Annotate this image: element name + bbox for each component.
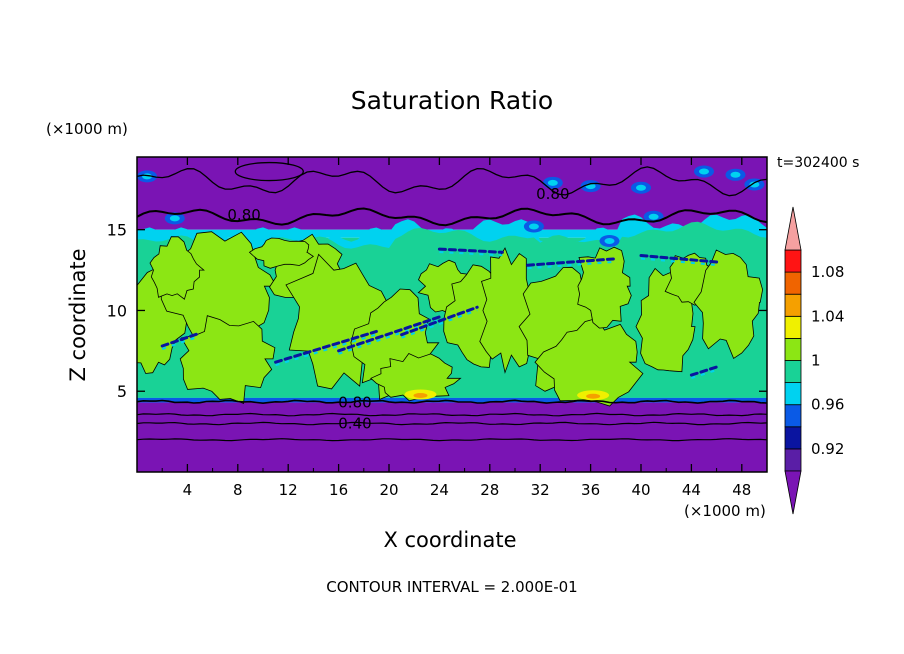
colorbar-label-3: 1.04	[811, 307, 844, 325]
upper-speck-core-9	[169, 215, 180, 222]
upper-speck-core-2	[730, 171, 741, 178]
upper-speck-core-4	[636, 184, 646, 191]
x-tick-label-48: 48	[732, 481, 751, 499]
contour-top	[137, 166, 767, 197]
y-tick-label-10: 10	[107, 301, 127, 320]
x-axis-unit: (×1000 m)	[684, 502, 766, 520]
upper-speck-core-3	[749, 181, 760, 188]
layer-5	[137, 402, 767, 472]
contour-label-0: 0.80	[227, 206, 260, 224]
y-axis-unit: (×1000 m)	[46, 120, 128, 138]
upper-speck-core-8	[648, 213, 659, 220]
upper-speck-core-6	[528, 223, 539, 230]
colorbar-bin-9	[784, 249, 802, 273]
cloud-base-peak-core-0	[413, 392, 428, 398]
supersaturated-patch-16	[248, 237, 315, 269]
shear-streak-edge-4	[527, 260, 616, 270]
supersaturated-patch-12	[577, 246, 632, 329]
contour-upper-080	[137, 207, 767, 227]
upper-speck-core-5	[547, 179, 558, 186]
time-label: t=302400 s	[777, 155, 860, 171]
shear-streak-edge-6	[439, 251, 503, 257]
supersaturated-patch-17	[149, 236, 205, 300]
colorbar-label-2: 1	[811, 352, 821, 370]
contour-closed-top	[234, 161, 304, 182]
contour-lower-080	[137, 399, 767, 405]
shear-streak-edge-3	[161, 335, 201, 350]
colorbar-bin-1	[784, 426, 802, 450]
x-tick-label-12: 12	[279, 481, 298, 499]
supersaturated-patch-15	[693, 249, 764, 359]
colorbar-bin-5	[784, 337, 802, 361]
x-tick-label-44: 44	[682, 481, 701, 499]
x-tick-label-16: 16	[329, 481, 348, 499]
supersaturated-patch-2	[179, 315, 276, 404]
supersaturated-patch-9	[479, 247, 540, 374]
plot-frame	[136, 156, 768, 473]
colorbar-bin-3	[784, 382, 802, 406]
shear-streak-4	[526, 257, 618, 267]
x-tick-label-32: 32	[531, 481, 550, 499]
shear-streak-edge-1	[338, 318, 440, 355]
x-tick-label-40: 40	[631, 481, 650, 499]
colorbar-bin-6	[784, 315, 802, 339]
contour-label-2: 0.80	[338, 394, 371, 412]
x-tick-label-20: 20	[379, 481, 398, 499]
contour-labels: 0.80 0.80 0.80 0.40	[227, 185, 569, 432]
shear-streak-3	[160, 331, 202, 348]
colorbar: 0.92 0.96 1 1.04 1.08	[784, 206, 844, 515]
cloud-base-peak-core-1	[586, 393, 601, 399]
colorbar-label-4: 1.08	[811, 263, 844, 281]
upper-speck-core-7	[604, 238, 615, 244]
contour-lower-060	[137, 412, 767, 417]
contour-lower-040	[137, 421, 767, 426]
colorbar-bin-2	[784, 404, 802, 428]
colorbar-label-0: 0.92	[811, 440, 844, 458]
contour-lines	[137, 161, 767, 442]
colorbar-over-triangle	[784, 206, 802, 251]
shear-streak-5	[639, 254, 719, 264]
field-layer	[137, 157, 767, 472]
contour-label-3: 0.40	[338, 415, 371, 433]
x-tick-label-8: 8	[233, 481, 243, 499]
shear-streak-7	[689, 365, 719, 377]
colorbar-under-triangle	[784, 470, 802, 515]
x-tick-label-28: 28	[480, 481, 499, 499]
contour-lower-020	[137, 438, 767, 442]
chart-title: Saturation Ratio	[350, 86, 554, 115]
supersaturated-patch-6	[370, 352, 462, 402]
shear-streak-2	[400, 305, 479, 337]
x-tick-label-36: 36	[581, 481, 600, 499]
colorbar-bin-7	[784, 293, 802, 317]
shear-streak-edge-5	[640, 257, 717, 266]
colorbar-bin-4	[784, 360, 802, 384]
colorbar-bin-0	[784, 448, 802, 472]
shear-streak-6	[437, 247, 504, 254]
shear-streak-edge-2	[401, 309, 478, 339]
y-tick-label-15: 15	[107, 221, 127, 240]
x-axis-label: X coordinate	[383, 528, 517, 552]
shear-streak-0	[274, 329, 378, 364]
colorbar-label-1: 0.96	[811, 396, 844, 414]
contour-interval-label: CONTOUR INTERVAL = 2.000E-01	[326, 578, 578, 596]
supersaturated-patch-11	[534, 317, 644, 407]
shear-streak-edge-7	[691, 369, 717, 380]
shear-streak-edge-0	[275, 333, 377, 367]
shear-streak-1	[337, 315, 441, 353]
contour-label-1: 0.80	[536, 185, 569, 203]
upper-speck-core-1	[699, 168, 709, 175]
x-tick-label-4: 4	[183, 481, 193, 499]
x-tick-label-24: 24	[430, 481, 449, 499]
colorbar-bin-8	[784, 271, 802, 295]
y-tick-label-5: 5	[117, 382, 127, 401]
